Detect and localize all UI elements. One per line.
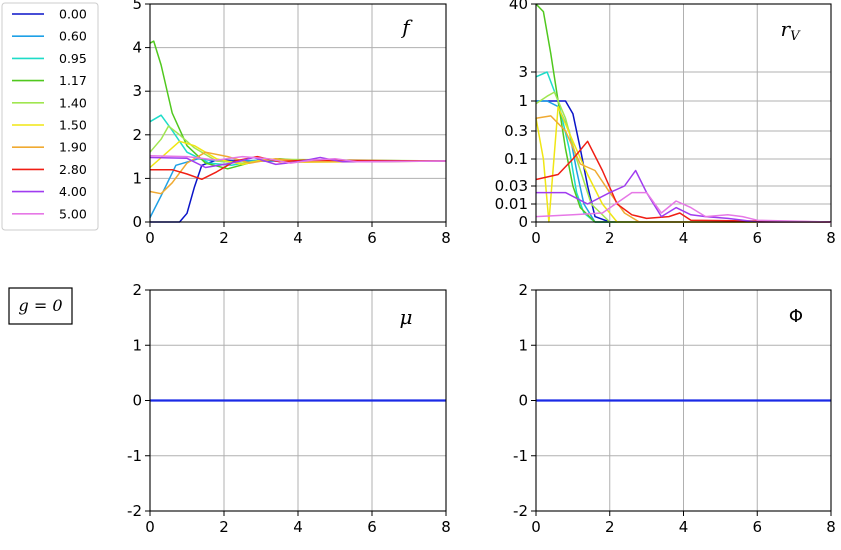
series-line-1.50 <box>535 105 831 223</box>
y-tick-label: -2 <box>127 502 142 520</box>
x-tick-label: 2 <box>219 518 229 536</box>
g-parameter-box: g = 0 <box>8 287 73 325</box>
panel-4: 0 2 4 6 8 -2 -1 0 1 2 Φ <box>513 281 836 536</box>
series-line-1.17 <box>535 3 831 223</box>
x-tick-label: 8 <box>826 518 836 536</box>
legend: 0.00 0.60 0.95 1.17 1.40 1.50 1.90 2.80 4.00 5.00 <box>1 2 99 231</box>
x-tick-label: 4 <box>293 229 303 247</box>
y-tick-label: 4 <box>132 39 142 57</box>
legend-item: 2.80 <box>12 162 87 177</box>
panel-2: 0 2 4 6 8 00.010.03 0.1 0.3 1 3 40 rV <box>495 0 836 247</box>
y-tick-label: -2 <box>513 502 528 520</box>
legend-label: 4.00 <box>59 184 87 199</box>
y-tick-label: 40 <box>509 0 528 13</box>
panel-label: f <box>400 15 413 39</box>
y-tick-label: 1 <box>518 336 528 354</box>
x-tick-label: 2 <box>605 518 615 536</box>
legend-label: 2.80 <box>59 162 87 177</box>
x-tick-label: 6 <box>367 229 377 247</box>
legend-label: 1.40 <box>59 95 87 110</box>
series-line-5.00 <box>535 191 832 223</box>
legend-label: 0.00 <box>59 7 87 22</box>
y-tick-label: 2 <box>132 281 142 299</box>
legend-item: 1.40 <box>12 95 87 110</box>
y-tick-label: 0.1 <box>504 150 528 168</box>
axes-frame <box>535 289 832 512</box>
legend-label: 1.90 <box>59 140 87 155</box>
series-line-1.90 <box>535 115 831 223</box>
series-line-2.80 <box>535 140 832 223</box>
y-tick-label: 0.01 <box>495 195 528 213</box>
panel-label: μ <box>400 305 413 329</box>
x-tick-label: 0 <box>531 518 541 536</box>
y-tick-label: 0.3 <box>504 122 528 140</box>
axes-frame <box>149 289 447 512</box>
x-tick-label: 4 <box>679 518 689 536</box>
x-tick-label: 8 <box>441 518 451 536</box>
y-tick-label: 0.03 <box>495 177 528 195</box>
legend-item: 1.50 <box>12 118 87 133</box>
x-tick-label: 0 <box>531 229 541 247</box>
legend-item: 1.17 <box>12 73 87 88</box>
panel-1: 0 2 4 6 8 0 1 2 3 4 5 f <box>132 0 450 247</box>
y-tick-label: 0 <box>518 213 528 231</box>
y-tick-label: 1 <box>132 336 142 354</box>
series-line-0.60 <box>536 100 831 223</box>
x-tick-label: 6 <box>752 518 762 536</box>
legend-item: 5.00 <box>12 206 87 221</box>
x-tick-label: 6 <box>752 229 762 247</box>
series-line-1.90 <box>149 151 447 195</box>
panel-label: Φ <box>789 306 803 327</box>
legend-item: 1.90 <box>12 140 87 155</box>
legend-label: 1.17 <box>59 73 87 88</box>
x-tick-label: 2 <box>219 229 229 247</box>
legend-item: 0.60 <box>12 29 87 44</box>
series-line-4.00 <box>536 169 831 223</box>
g-box-frame <box>8 287 73 325</box>
g-label: g = 0 <box>19 296 63 315</box>
legend-item: 0.00 <box>12 7 87 22</box>
x-tick-label: 0 <box>145 229 155 247</box>
panel-3: 0 2 4 6 8 -2 -1 0 1 2 μ <box>127 281 451 536</box>
legend-label: 1.50 <box>59 118 87 133</box>
series-line-2.80 <box>150 155 447 181</box>
y-tick-label: -1 <box>513 447 528 465</box>
legend-label: 0.95 <box>59 51 87 66</box>
legend-frame <box>1 2 99 231</box>
x-tick-label: 0 <box>145 518 155 536</box>
y-tick-label: 2 <box>518 281 528 299</box>
series-line-5.00 <box>149 154 447 164</box>
axes-frame <box>535 3 832 223</box>
y-tick-label: 1 <box>518 92 528 110</box>
x-tick-label: 6 <box>367 518 377 536</box>
legend-item: 4.00 <box>12 184 87 199</box>
y-tick-label: -1 <box>127 447 142 465</box>
x-tick-label: 8 <box>826 229 836 247</box>
y-tick-label: 3 <box>132 82 142 100</box>
axes-frame <box>149 3 447 223</box>
panel-label: rV <box>781 17 802 44</box>
y-tick-label: 0 <box>132 213 142 231</box>
legend-item: 0.95 <box>12 51 87 66</box>
x-tick-label: 2 <box>605 229 615 247</box>
y-tick-label: 5 <box>132 0 142 13</box>
x-tick-label: 8 <box>441 229 451 247</box>
legend-label: 0.60 <box>59 29 87 44</box>
y-tick-label: 0 <box>518 392 528 410</box>
y-tick-label: 3 <box>518 63 528 81</box>
x-tick-label: 4 <box>293 518 303 536</box>
y-tick-label: 2 <box>132 126 142 144</box>
legend-label: 5.00 <box>59 206 87 221</box>
y-tick-label: 0 <box>132 392 142 410</box>
y-tick-label: 1 <box>132 169 142 187</box>
x-tick-label: 4 <box>679 229 689 247</box>
